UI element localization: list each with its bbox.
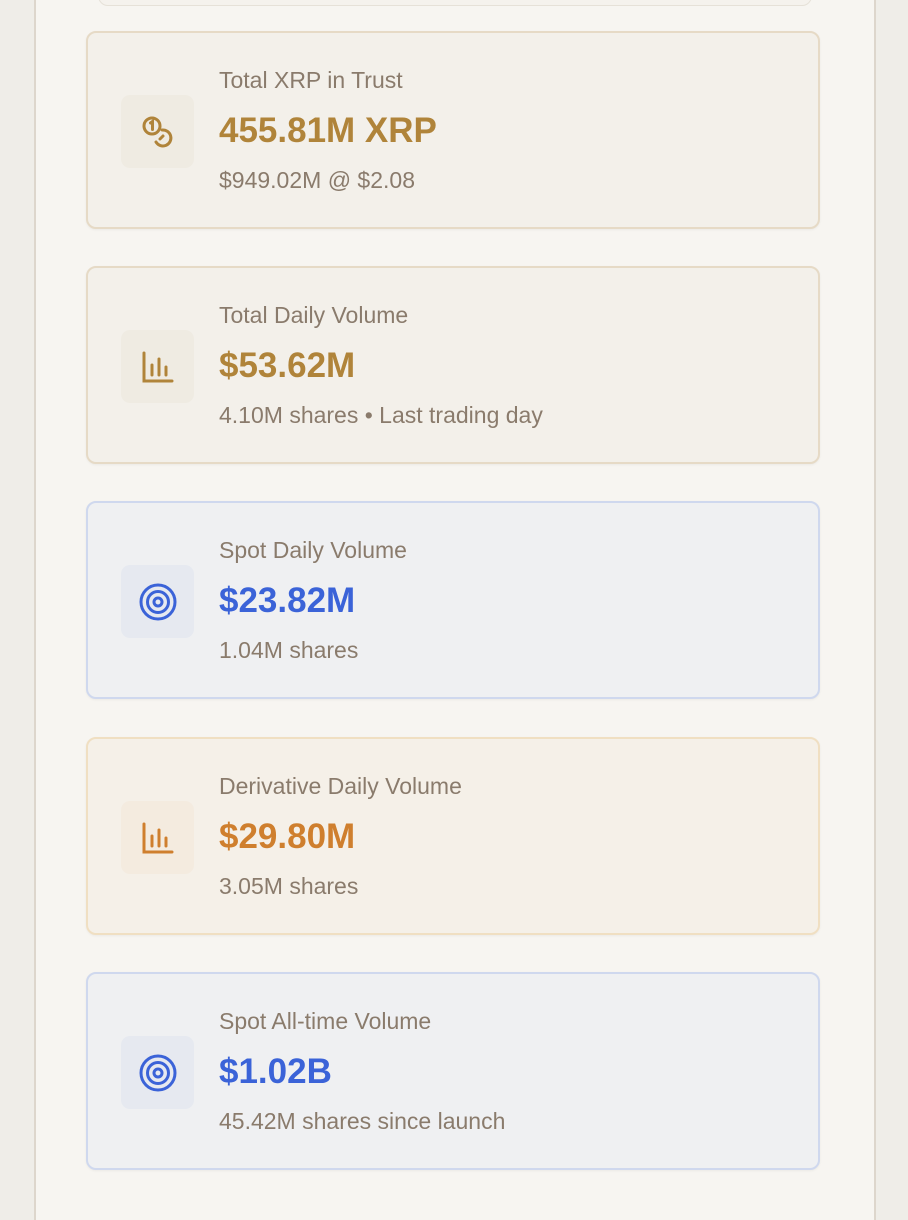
target-icon <box>121 565 194 638</box>
target-icon <box>121 1036 194 1109</box>
stat-label: Derivative Daily Volume <box>219 773 462 799</box>
stat-card: Derivative Daily Volume $29.80M 3.05M sh… <box>86 737 820 935</box>
stat-subtext: 3.05M shares <box>219 873 359 899</box>
stat-value: $53.62M <box>219 346 356 385</box>
bar-chart-icon <box>121 801 194 874</box>
previous-card <box>98 0 812 6</box>
stat-value: $23.82M <box>219 581 356 620</box>
stat-card: Total Daily Volume $53.62M 4.10M shares … <box>86 266 820 464</box>
stat-card: Spot All-time Volume $1.02B 45.42M share… <box>86 972 820 1170</box>
stat-card: Spot Daily Volume $23.82M 1.04M shares <box>86 501 820 699</box>
stat-card: Total XRP in Trust 455.81M XRP $949.02M … <box>86 31 820 229</box>
stat-label: Spot All-time Volume <box>219 1008 432 1034</box>
stat-label: Spot Daily Volume <box>219 537 407 563</box>
stat-subtext: 4.10M shares • Last trading day <box>219 402 543 428</box>
stat-value: $29.80M <box>219 817 356 856</box>
stat-label: Total XRP in Trust <box>219 67 403 93</box>
stat-value: $1.02B <box>219 1052 332 1091</box>
stat-subtext: 45.42M shares since launch <box>219 1108 506 1134</box>
bar-chart-icon <box>121 330 194 403</box>
coins-icon <box>121 95 194 168</box>
stat-label: Total Daily Volume <box>219 302 409 328</box>
stat-subtext: $949.02M @ $2.08 <box>219 167 415 193</box>
stat-value: 455.81M XRP <box>219 111 437 150</box>
stat-subtext: 1.04M shares <box>219 637 359 663</box>
